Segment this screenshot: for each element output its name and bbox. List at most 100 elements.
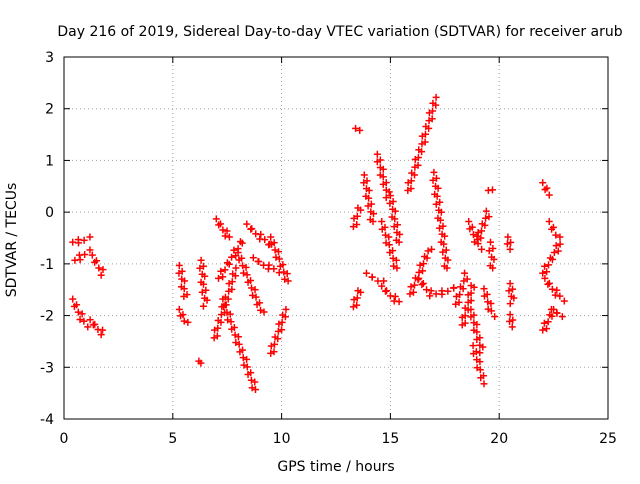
data-point xyxy=(385,233,393,241)
data-point xyxy=(249,254,257,262)
data-point xyxy=(199,280,207,288)
data-point xyxy=(463,275,471,283)
data-point xyxy=(554,247,562,255)
data-point xyxy=(509,316,517,324)
x-tick-label: 25 xyxy=(599,431,617,447)
data-point xyxy=(274,327,282,335)
data-point xyxy=(175,261,183,269)
data-point xyxy=(227,318,235,326)
data-point xyxy=(436,216,444,224)
data-point xyxy=(275,255,283,263)
data-point xyxy=(407,177,415,185)
data-point xyxy=(228,253,236,261)
data-point xyxy=(487,299,495,307)
data-point xyxy=(177,312,185,320)
data-point xyxy=(69,295,77,303)
data-point xyxy=(423,286,431,294)
data-point xyxy=(368,273,376,281)
y-tick-label: 1 xyxy=(45,153,54,169)
data-point xyxy=(353,221,361,229)
data-point xyxy=(354,204,362,212)
y-tick-label: 0 xyxy=(45,205,54,221)
data-point xyxy=(198,288,206,296)
data-point xyxy=(395,298,403,306)
data-point xyxy=(184,318,192,326)
data-point xyxy=(234,333,242,341)
data-point xyxy=(88,251,96,259)
data-point xyxy=(545,217,553,225)
y-tick-label: 2 xyxy=(45,102,54,118)
data-point xyxy=(181,277,189,285)
data-point xyxy=(370,210,378,218)
data-point xyxy=(243,355,251,363)
data-point xyxy=(392,256,400,264)
data-point xyxy=(360,179,368,187)
data-point xyxy=(199,262,207,270)
data-point xyxy=(421,130,429,138)
data-point xyxy=(219,273,227,281)
data-point xyxy=(539,269,547,277)
data-point xyxy=(81,251,89,259)
data-point xyxy=(80,236,88,244)
data-point xyxy=(373,150,381,158)
data-point xyxy=(362,269,370,277)
data-point xyxy=(456,283,464,291)
data-point xyxy=(552,242,560,250)
data-point xyxy=(444,256,452,264)
data-point xyxy=(219,295,227,303)
data-point xyxy=(489,264,497,272)
y-tick-label: -4 xyxy=(40,412,54,428)
data-point xyxy=(407,283,415,291)
data-point xyxy=(544,318,552,326)
data-point xyxy=(556,292,564,300)
data-point xyxy=(455,298,463,306)
data-point xyxy=(235,340,243,348)
data-point xyxy=(477,234,485,242)
data-point xyxy=(364,202,372,210)
data-point xyxy=(86,233,94,241)
data-point xyxy=(480,380,488,388)
data-point xyxy=(429,107,437,115)
data-point xyxy=(253,301,261,309)
data-point xyxy=(550,249,558,257)
data-point xyxy=(556,233,564,241)
data-point xyxy=(180,317,188,325)
data-point xyxy=(199,302,207,310)
data-point xyxy=(217,267,225,275)
data-point xyxy=(506,245,514,253)
data-point xyxy=(80,317,88,325)
data-point xyxy=(436,224,444,232)
data-point xyxy=(480,292,488,300)
data-point xyxy=(467,313,475,321)
data-point xyxy=(484,298,492,306)
data-point xyxy=(544,280,552,288)
data-point xyxy=(229,270,237,278)
data-point xyxy=(349,303,357,311)
data-point xyxy=(543,268,551,276)
data-point xyxy=(89,321,97,329)
data-point xyxy=(432,200,440,208)
data-point xyxy=(476,349,484,357)
data-point xyxy=(506,280,514,288)
data-point xyxy=(558,313,566,321)
data-point xyxy=(201,272,209,280)
data-point xyxy=(415,268,423,276)
data-point xyxy=(385,241,393,249)
data-point xyxy=(365,194,373,202)
data-point xyxy=(223,227,231,235)
data-point xyxy=(236,238,244,246)
data-point xyxy=(465,217,473,225)
data-point xyxy=(421,138,429,146)
data-point xyxy=(391,207,399,215)
data-point xyxy=(505,287,513,295)
data-point xyxy=(228,278,236,286)
data-point xyxy=(203,296,211,304)
data-point xyxy=(390,223,398,231)
data-point xyxy=(215,221,223,229)
data-point xyxy=(354,287,362,295)
data-point xyxy=(543,325,551,333)
data-point xyxy=(379,165,387,173)
data-point xyxy=(506,300,514,308)
data-point xyxy=(257,230,265,238)
